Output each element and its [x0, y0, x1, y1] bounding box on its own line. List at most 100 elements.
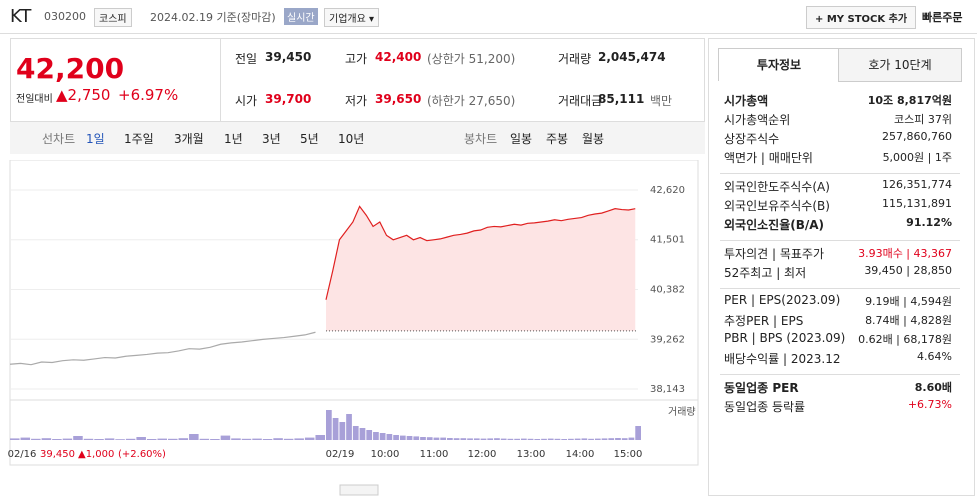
volume-bar [615, 438, 621, 440]
period-button[interactable]: 1주일 [124, 132, 154, 146]
price-line [325, 205, 636, 300]
change: ▲2,750 [56, 86, 111, 104]
info-value: 39,450 | 28,850 [864, 264, 952, 277]
info-value: 10조 8,817억원 [867, 94, 952, 107]
volume-bar [210, 439, 220, 440]
volume-bar [83, 438, 94, 440]
quick-order[interactable]: 빠른주문 [922, 11, 963, 24]
x-tick-label: 12:00 [468, 449, 497, 460]
info-label: 외국인보유주식수(B) [724, 199, 830, 213]
y-tick-label: 41,501 [650, 235, 685, 246]
quote-divider [220, 38, 221, 121]
volume-bar [473, 438, 480, 440]
volume-bar [283, 438, 294, 440]
volume-bar [527, 438, 534, 440]
info-value: 257,860,760 [882, 130, 952, 143]
x-tick-label: 02/16 [8, 449, 37, 460]
info-label: 외국인한도주식수(A) [724, 180, 830, 194]
stat-label: 저가 [345, 94, 368, 108]
stat-label: 거래대금 [558, 94, 603, 108]
volume-bar [294, 438, 304, 440]
info-value: +6.73% [907, 398, 952, 411]
x-tick-label: 13:00 [517, 449, 546, 460]
volume-bar [534, 439, 541, 440]
stat-label: 시가 [235, 94, 258, 108]
stat-extra: (상한가 51,200) [427, 52, 516, 66]
plot-frame [9, 160, 699, 466]
volume-bar [41, 438, 52, 440]
y-tick-label: 40,382 [650, 284, 685, 295]
candle-button[interactable]: 주봉 [546, 132, 569, 146]
tab[interactable]: 호가 10단계 [838, 48, 962, 82]
x-tick-label: 15:00 [614, 449, 643, 460]
stat-value: 39,700 [265, 92, 312, 106]
volume-bar [393, 435, 399, 440]
footer-price: 39,450 [40, 449, 75, 460]
stat-value: 85,111 [598, 92, 645, 106]
period-button[interactable]: 10년 [338, 132, 365, 146]
stat-value: 39,450 [265, 50, 312, 64]
period-button[interactable]: 1일 [86, 132, 105, 146]
candle-button[interactable]: 월봉 [582, 132, 605, 146]
chart: 38,143 39,262 40,382 41,501 42,620 거래량 02/16 02… [8, 160, 699, 496]
volume-bar [20, 437, 31, 440]
y-tick-label: 42,620 [650, 185, 685, 196]
volume-bar [104, 438, 115, 440]
y-tick-label: 38,143 [650, 384, 685, 395]
volume-bar [31, 438, 41, 440]
group-divider [720, 374, 960, 375]
volume-bar [500, 438, 507, 440]
stat-value: 42,400 [375, 50, 422, 64]
candle-button[interactable]: 일봉 [510, 132, 533, 146]
info-value: 115,131,891 [882, 197, 952, 210]
period-button[interactable]: 5년 [300, 132, 319, 146]
info-value: 8.60배 [914, 381, 952, 394]
stock-code: 030200 [44, 10, 86, 23]
volume-bar [554, 438, 561, 440]
volume-bar [467, 438, 473, 440]
info-value: 4.64% [917, 350, 952, 363]
period-button[interactable]: 3년 [262, 132, 281, 146]
volume-bar [588, 438, 594, 440]
volume-bar [514, 438, 520, 440]
volume-bar [252, 438, 262, 440]
stat-label: 거래량 [558, 52, 592, 66]
overview[interactable]: 기업개요 ▾ [324, 8, 379, 27]
volume-bar [157, 438, 167, 440]
info-label: PBR | BPS (2023.09) [724, 331, 846, 345]
footer-pct: (+2.60%) [118, 449, 166, 460]
group-divider [720, 240, 960, 241]
collapse-button[interactable] [339, 484, 379, 496]
group-divider [720, 173, 960, 174]
my-stock[interactable]: + MY STOCK 추가 [806, 6, 917, 29]
volume-bar [373, 432, 379, 440]
info-label: 52주최고 | 최저 [724, 266, 807, 280]
info-label: 액면가 | 매매단위 [724, 151, 813, 165]
tab-active[interactable]: 투자정보 [718, 48, 840, 81]
volume-bar [241, 438, 252, 440]
volume-bar [220, 435, 231, 440]
realtime[interactable]: 실시간 [284, 8, 318, 25]
volume-bar [136, 437, 146, 440]
volume-bar [568, 438, 574, 440]
info-value: 9.19배 | 4,594원 [865, 295, 952, 308]
info-label: 추정PER | EPS [724, 314, 804, 328]
info-label: 투자의견 | 목표주가 [724, 247, 824, 261]
volume-bar [52, 439, 62, 440]
volume-bar [115, 439, 125, 440]
period-button[interactable]: 1년 [224, 132, 243, 146]
volume-bar [326, 410, 332, 440]
period-label: 선차트 [42, 132, 76, 146]
volume-bar [547, 438, 554, 440]
date: 2024.02.19 기준(장마감) [150, 11, 276, 24]
info-label: 동일업종 PER [724, 381, 799, 395]
volume-bar [199, 438, 210, 440]
stat-label: 고가 [345, 52, 368, 66]
volume-bar [420, 437, 426, 440]
volume-bar [332, 418, 339, 440]
volume-bar [433, 437, 440, 440]
x-tick-label: 14:00 [566, 449, 595, 460]
volume-bar [262, 439, 273, 440]
period-button[interactable]: 3개월 [174, 132, 204, 146]
volume-bar [231, 438, 241, 440]
